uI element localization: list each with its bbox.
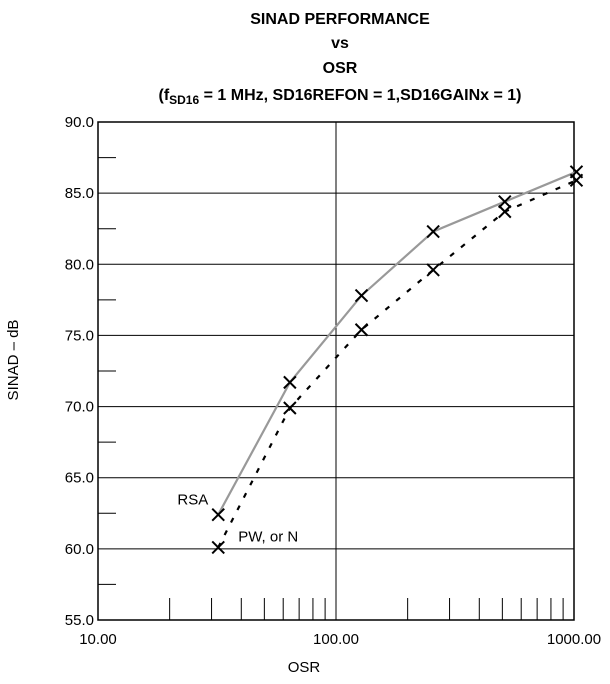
data-point: [283, 375, 297, 390]
data-point: [426, 224, 440, 239]
y-tick-label: 55.0: [65, 612, 94, 629]
data-point: [498, 204, 512, 219]
series-line: [217, 179, 577, 548]
series-pw-or-n: PW, or N: [211, 173, 584, 555]
series-line: [217, 170, 577, 516]
series-label-pw-or-n: PW, or N: [238, 528, 298, 545]
minor-ticks: [98, 157, 564, 620]
y-tick-label: 65.0: [65, 470, 94, 487]
data-point: [354, 323, 369, 337]
y-tick-labels: 55.0 60.0 65.0 70.0 75.0 80.0 85.0 90.0: [65, 114, 94, 629]
condition-open: (f: [158, 87, 169, 104]
chart-title: SINAD PERFORMANCE: [250, 11, 430, 28]
condition-rest: = 1 MHz, SD16REFON = 1,SD16GAINx = 1): [199, 87, 521, 104]
x-tick-label: 1000.00: [547, 631, 601, 648]
chart-subtitle-vs: vs: [331, 35, 349, 52]
data-point: [498, 194, 512, 209]
data-point: [569, 173, 584, 188]
chart-condition: (fSD16 = 1 MHz, SD16REFON = 1,SD16GAINx …: [158, 87, 521, 107]
y-tick-label: 80.0: [65, 256, 94, 273]
x-axis-label: OSR: [288, 659, 321, 676]
series-layer: RSA PW, or N: [177, 165, 584, 555]
x-tick-labels: 10.00 100.00 1000.00: [79, 631, 601, 648]
y-tick-label: 70.0: [65, 399, 94, 416]
data-point: [354, 288, 369, 303]
y-tick-label: 85.0: [65, 185, 94, 202]
chart-titles: SINAD PERFORMANCE vs OSR (fSD16 = 1 MHz,…: [158, 11, 521, 107]
data-point: [283, 401, 297, 415]
data-point: [211, 540, 225, 555]
x-tick-label: 10.00: [79, 631, 117, 648]
y-tick-label: 75.0: [65, 327, 94, 344]
y-tick-label: 60.0: [65, 541, 94, 558]
chart-subtitle-osr: OSR: [323, 60, 358, 77]
data-point: [426, 263, 440, 277]
data-point: [211, 508, 225, 522]
x-tick-label: 100.00: [313, 631, 359, 648]
y-tick-label: 90.0: [65, 114, 94, 131]
grid-lines: [98, 122, 574, 620]
y-axis-label: SINAD – dB: [5, 320, 22, 401]
series-rsa: RSA: [177, 165, 584, 522]
series-label-rsa: RSA: [177, 492, 208, 509]
condition-subscript: SD16: [169, 93, 199, 107]
